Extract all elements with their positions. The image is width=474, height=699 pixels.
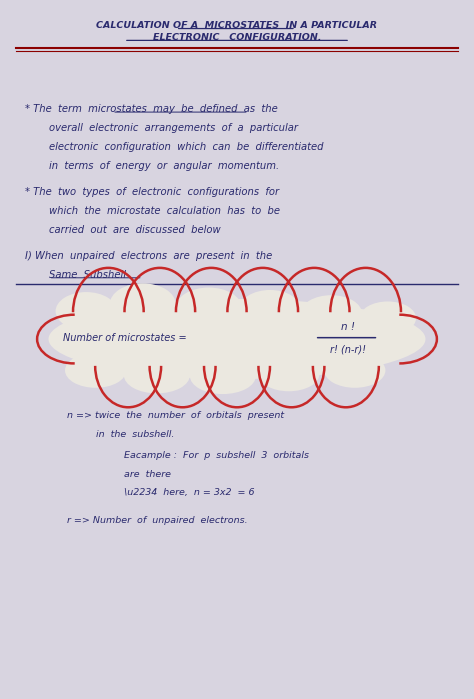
Ellipse shape [239,290,301,329]
Text: electronic  configuration  which  can  be  differentiated: electronic configuration which can be di… [48,142,323,152]
Text: ELECTRONIC   CONFIGURATION.: ELECTRONIC CONFIGURATION. [153,33,321,42]
Ellipse shape [359,301,416,335]
Text: CALCULATION OF A  MICROSTATES  IN A PARTICULAR: CALCULATION OF A MICROSTATES IN A PARTIC… [96,21,378,30]
Text: \u2234  here,  n = 3x2  = 6: \u2234 here, n = 3x2 = 6 [124,489,255,498]
Ellipse shape [124,357,190,394]
Text: * The  two  types  of  electronic  configurations  for: * The two types of electronic configurat… [25,187,279,197]
Ellipse shape [110,283,176,325]
Ellipse shape [176,287,242,328]
Ellipse shape [65,353,126,388]
Text: n => twice  the  number  of  orbitals  present: n => twice the number of orbitals presen… [67,411,284,420]
Text: Number of microstates =: Number of microstates = [63,333,186,343]
Text: r! (n-r)!: r! (n-r)! [330,345,366,354]
Text: overall  electronic  arrangements  of  a  particular: overall electronic arrangements of a par… [48,123,298,133]
Ellipse shape [48,299,426,379]
Text: in  terms  of  energy  or  angular  momentum.: in terms of energy or angular momentum. [48,161,279,171]
Text: n !: n ! [341,322,355,332]
Text: * The  term  microstates  may  be  defined  as  the: * The term microstates may be defined as… [25,104,278,115]
Text: I) When  unpaired  electrons  are  present  in  the: I) When unpaired electrons are present i… [25,251,272,261]
Text: carried  out  are  discussed  below: carried out are discussed below [48,225,220,235]
Ellipse shape [258,356,319,391]
Ellipse shape [301,295,362,331]
Text: are  there: are there [124,470,171,479]
Text: Same  Subshell: Same Subshell [48,270,126,280]
Text: in  the  subshell.: in the subshell. [96,430,174,439]
Ellipse shape [55,292,117,331]
Ellipse shape [324,353,385,388]
Text: Eacample :  For  p  subshell  3  orbitals: Eacample : For p subshell 3 orbitals [124,451,309,460]
Text: r => Number  of  unpaired  electrons.: r => Number of unpaired electrons. [67,516,248,524]
Text: which  the  microstate  calculation  has  to  be: which the microstate calculation has to … [48,206,280,216]
Ellipse shape [190,358,256,394]
